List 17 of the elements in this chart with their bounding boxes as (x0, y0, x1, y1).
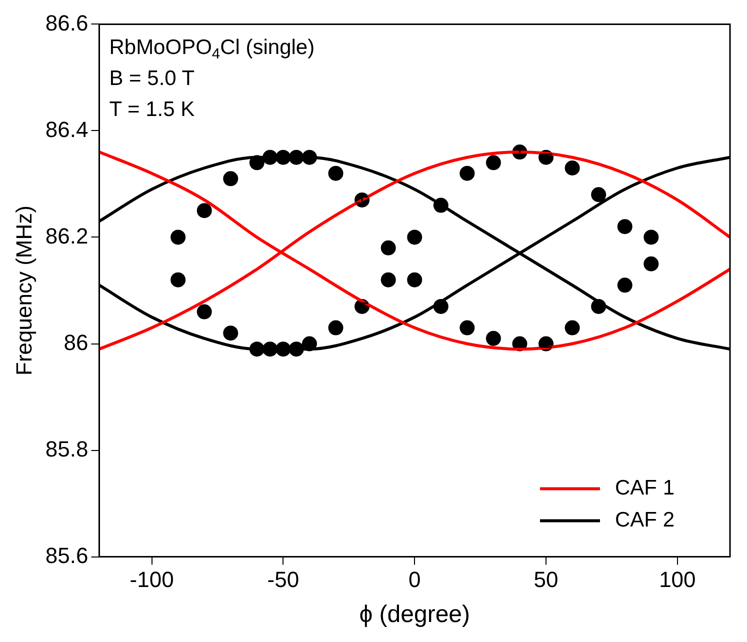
x-tick-label: -100 (130, 567, 174, 592)
y-tick-label: 85.6 (45, 542, 88, 568)
y-tick-label: 86.4 (45, 116, 88, 142)
y-tick-label: 86 (64, 330, 88, 355)
x-tick-label: 0 (408, 567, 421, 592)
x-tick-label: 100 (659, 567, 696, 592)
x-axis-title: ϕ (degree) (359, 601, 470, 628)
legend-label: CAF 1 (615, 476, 675, 500)
x-tick-label: 50 (534, 567, 558, 592)
y-axis-title: Frequency (MHz) (11, 206, 36, 376)
y-tick-label: 86.2 (45, 223, 88, 248)
legend-label: CAF 2 (615, 508, 675, 532)
annotation: B = 5.0 T (109, 66, 195, 90)
y-tick-label: 86.6 (45, 10, 88, 36)
x-tick-label: -50 (267, 567, 300, 592)
annotation: T = 1.5 K (109, 98, 195, 121)
y-tick-label: 85.8 (45, 436, 88, 462)
